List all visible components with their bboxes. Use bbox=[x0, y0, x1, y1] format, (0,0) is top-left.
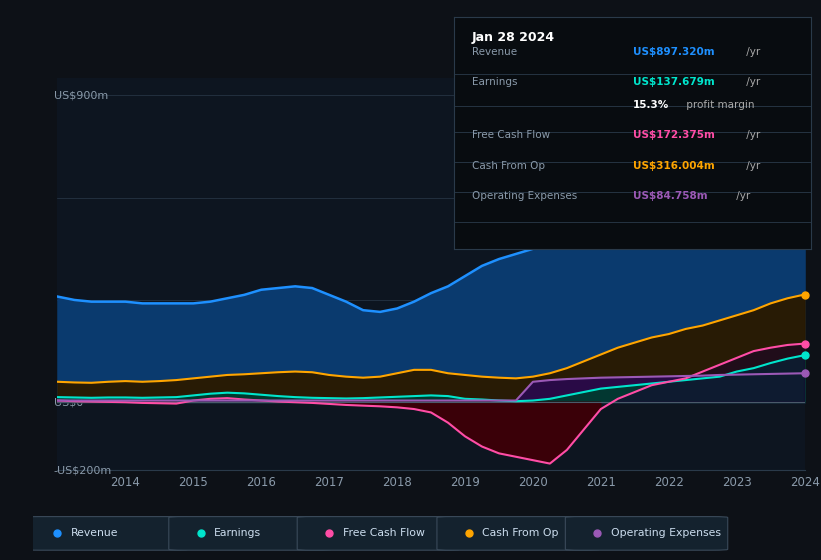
Text: Revenue: Revenue bbox=[71, 529, 118, 538]
Text: US$137.679m: US$137.679m bbox=[633, 77, 714, 87]
FancyBboxPatch shape bbox=[25, 516, 188, 550]
Text: Cash From Op: Cash From Op bbox=[482, 529, 559, 538]
Text: -US$200m: -US$200m bbox=[53, 465, 112, 475]
Text: US$897.320m: US$897.320m bbox=[633, 46, 714, 57]
Text: US$84.758m: US$84.758m bbox=[633, 191, 707, 200]
FancyBboxPatch shape bbox=[566, 516, 727, 550]
FancyBboxPatch shape bbox=[169, 516, 331, 550]
Text: Earnings: Earnings bbox=[214, 529, 261, 538]
Text: /yr: /yr bbox=[742, 46, 759, 57]
Text: Free Cash Flow: Free Cash Flow bbox=[342, 529, 424, 538]
FancyBboxPatch shape bbox=[297, 516, 460, 550]
Text: Revenue: Revenue bbox=[472, 46, 517, 57]
Text: Free Cash Flow: Free Cash Flow bbox=[472, 130, 550, 141]
Text: Cash From Op: Cash From Op bbox=[472, 161, 545, 171]
Text: 15.3%: 15.3% bbox=[633, 100, 669, 110]
FancyBboxPatch shape bbox=[437, 516, 599, 550]
Text: US$900m: US$900m bbox=[53, 91, 108, 100]
Text: Operating Expenses: Operating Expenses bbox=[611, 529, 721, 538]
Text: US$316.004m: US$316.004m bbox=[633, 161, 714, 171]
Text: Operating Expenses: Operating Expenses bbox=[472, 191, 577, 200]
Text: /yr: /yr bbox=[742, 161, 759, 171]
Text: /yr: /yr bbox=[742, 130, 759, 141]
Text: Earnings: Earnings bbox=[472, 77, 517, 87]
Text: /yr: /yr bbox=[732, 191, 750, 200]
Text: /yr: /yr bbox=[742, 77, 759, 87]
Text: Jan 28 2024: Jan 28 2024 bbox=[472, 31, 555, 44]
Text: US$0: US$0 bbox=[53, 397, 83, 407]
Text: US$172.375m: US$172.375m bbox=[633, 130, 714, 141]
Text: profit margin: profit margin bbox=[682, 100, 754, 110]
